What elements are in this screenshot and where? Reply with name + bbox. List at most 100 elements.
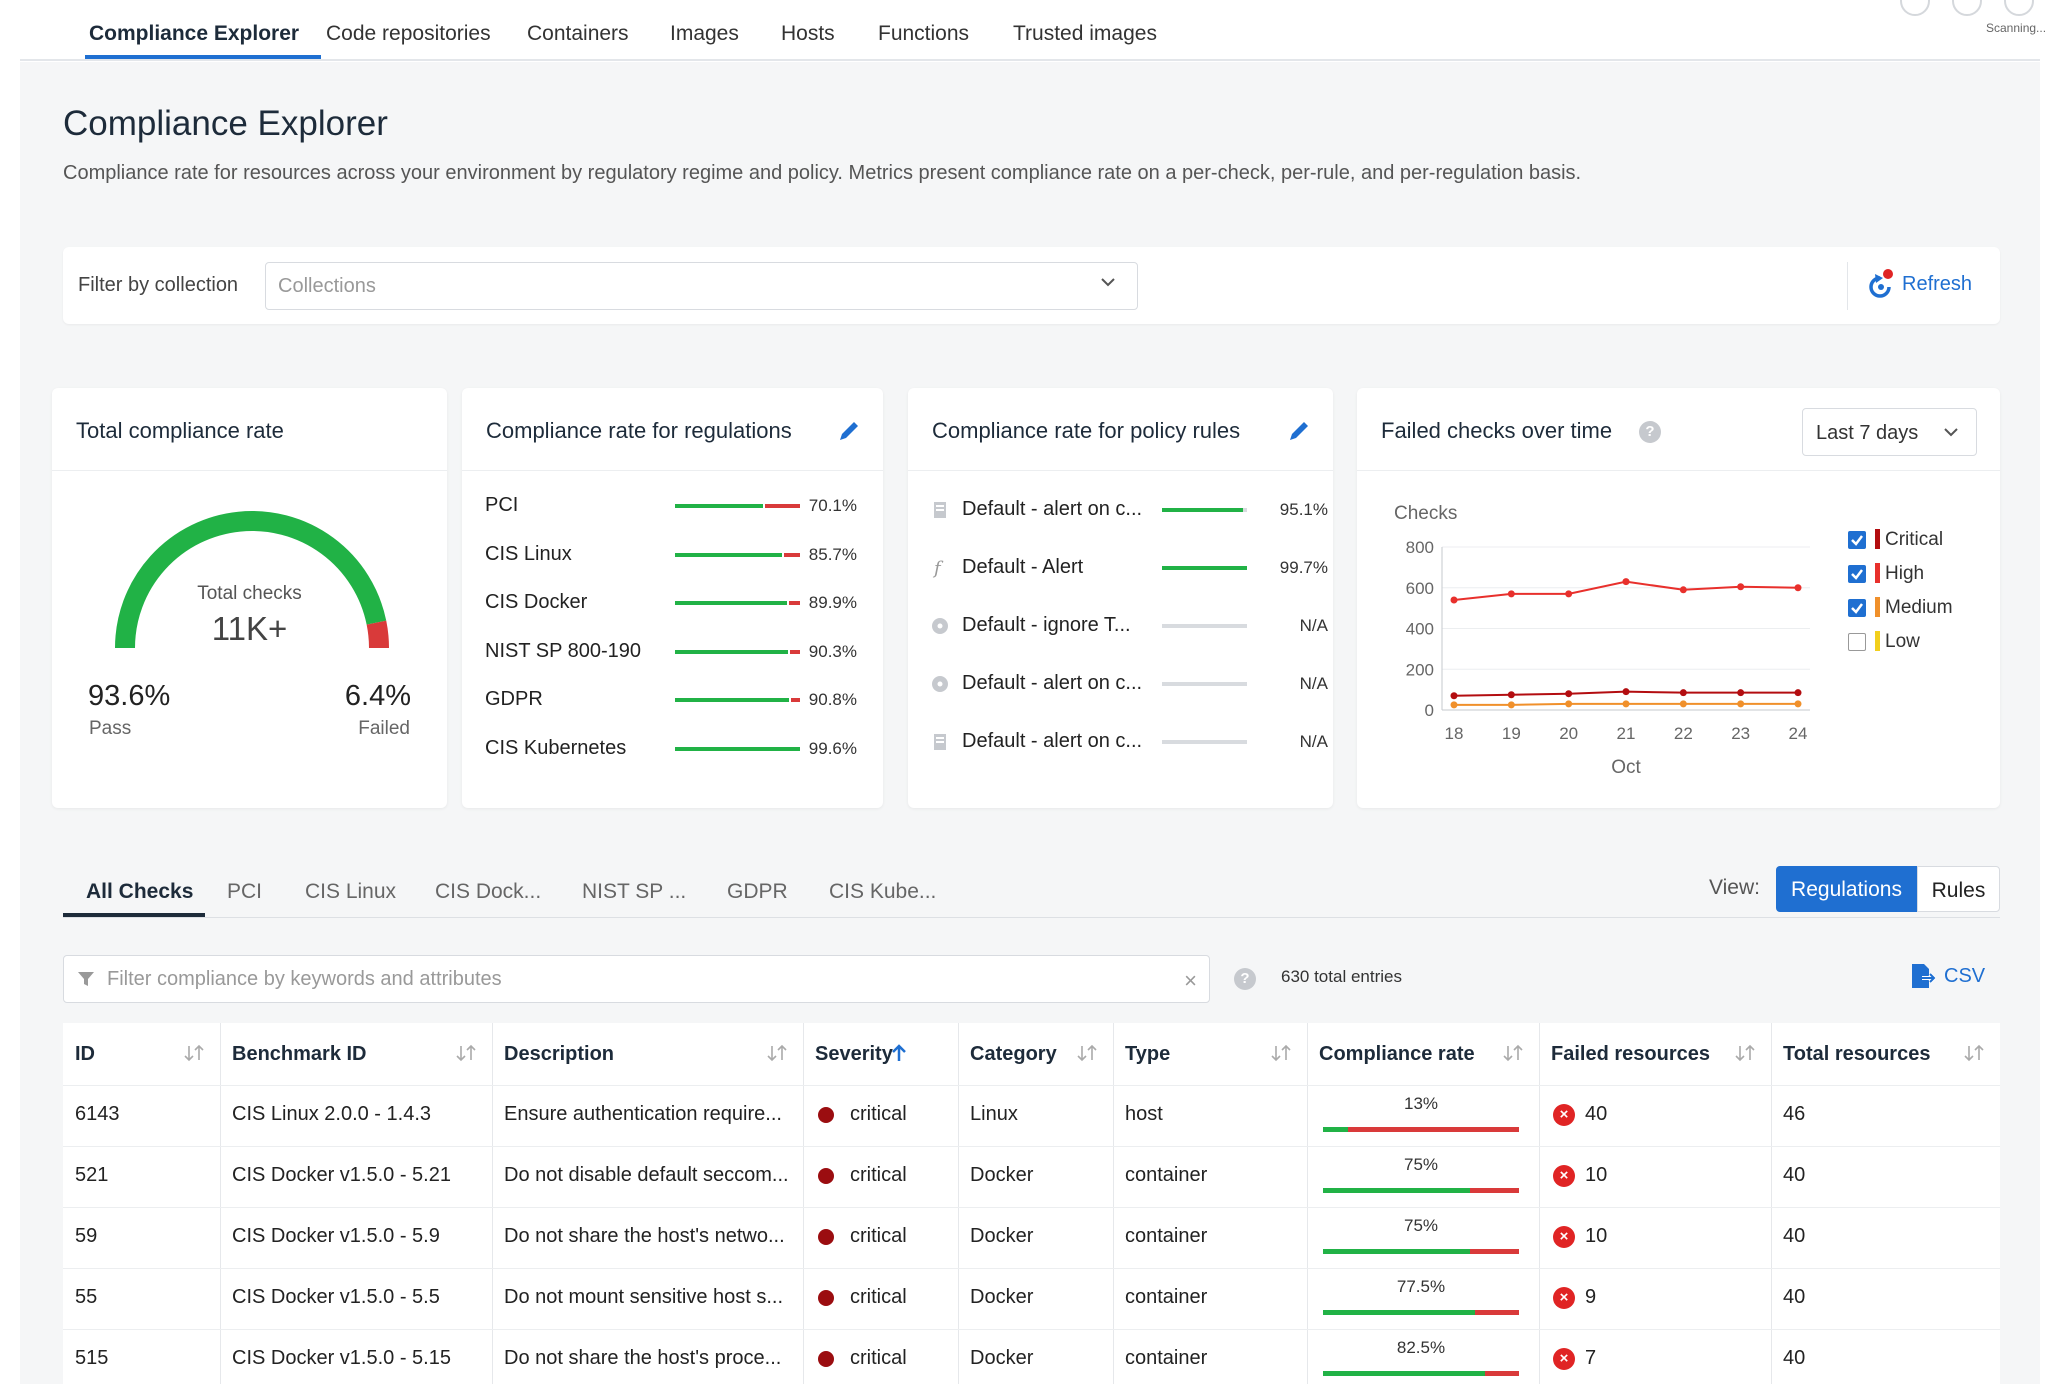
view-rules-button[interactable]: Rules: [1917, 866, 2000, 912]
regulation-name: CIS Kubernetes: [485, 736, 627, 759]
tab-trusted-images[interactable]: Trusted images: [1013, 22, 1157, 45]
tab-cis-linux[interactable]: CIS Linux: [305, 880, 397, 903]
rate-bar-fail: [789, 649, 800, 654]
help-icon[interactable]: ?: [1234, 968, 1256, 990]
sort-icon[interactable]: [1960, 1043, 1988, 1063]
tab-cis-docker[interactable]: CIS Dock...: [435, 880, 542, 903]
column-header-label: Type: [1125, 1043, 1171, 1065]
data-point-critical: [1622, 688, 1630, 696]
compliance-filter-input[interactable]: Filter compliance by keywords and attrib…: [63, 955, 1210, 1003]
sort-icon[interactable]: [452, 1043, 480, 1063]
tab-images[interactable]: Images: [670, 22, 739, 45]
divider: [462, 470, 883, 471]
compliance-rate-value: 77.5%: [1396, 1277, 1446, 1296]
data-point-medium: [1622, 700, 1630, 708]
regulation-row[interactable]: NIST SP 800-190 90.3%: [462, 637, 883, 667]
policy-rule-row[interactable]: Default - ignore T... N/A: [908, 611, 1333, 641]
header-divider: [63, 1085, 2000, 1086]
regulations-card: Compliance rate for regulations PCI 70.1%…: [462, 388, 883, 808]
data-point-medium: [1450, 701, 1458, 709]
edit-pencil-icon[interactable]: [1286, 418, 1312, 444]
rate-bar-pass: [1323, 1310, 1475, 1315]
failed-x-icon: ×: [1553, 1226, 1575, 1248]
edit-pencil-icon[interactable]: [836, 418, 862, 444]
refresh-button[interactable]: Refresh: [1866, 268, 1972, 302]
column-header-category[interactable]: Category: [958, 1023, 1113, 1085]
column-header-failed-resources[interactable]: Failed resources: [1539, 1023, 1771, 1085]
clear-filter-icon[interactable]: ×: [1184, 968, 1197, 993]
tab-all-checks[interactable]: All Checks: [86, 880, 194, 903]
checkbox-unchecked-icon[interactable]: [1848, 633, 1866, 651]
sort-ascending-icon[interactable]: [885, 1043, 913, 1063]
rate-bar-pass: [1162, 508, 1243, 512]
policy-rule-row[interactable]: Default - alert on c... N/A: [908, 727, 1333, 757]
rate-bar-pass: [1323, 1249, 1470, 1254]
help-icon[interactable]: ?: [1639, 421, 1661, 443]
column-header-benchmark-id[interactable]: Benchmark ID: [220, 1023, 492, 1085]
sort-icon[interactable]: [1073, 1043, 1101, 1063]
rate-bar-pass: [675, 552, 783, 557]
view-regulations-button[interactable]: Regulations: [1776, 866, 1917, 912]
filter-placeholder: Filter compliance by keywords and attrib…: [107, 968, 502, 990]
legend-label: Medium: [1885, 597, 1953, 618]
rate-bar-pass: [675, 746, 800, 751]
regulation-row[interactable]: CIS Linux 85.7%: [462, 540, 883, 570]
tab-containers[interactable]: Containers: [527, 22, 629, 45]
regulation-row[interactable]: PCI 70.1%: [462, 491, 883, 521]
tab-code-repositories[interactable]: Code repositories: [326, 22, 491, 45]
data-point-medium: [1794, 700, 1802, 708]
compliance-rate-value: 75%: [1403, 1216, 1439, 1235]
server-icon: [934, 734, 946, 750]
policy-rule-row[interactable]: Default - alert on c... N/A: [908, 669, 1333, 699]
column-header-type[interactable]: Type: [1113, 1023, 1307, 1085]
failed-checks-line-chart: Checks 800 600 400 200 0 18 19 20 21 22 23 24 Oct: [1394, 503, 1810, 778]
tab-hosts[interactable]: Hosts: [781, 22, 835, 45]
scanning-status: Scanning...: [1986, 21, 2047, 35]
column-header-total-resources[interactable]: Total resources: [1771, 1023, 2000, 1085]
policy-rate: 99.7%: [1279, 558, 1328, 577]
x-tick-label: 19: [1502, 724, 1521, 743]
regulation-rate: 99.6%: [808, 738, 857, 758]
csv-export-button[interactable]: CSV: [1910, 962, 1985, 992]
collections-select[interactable]: Collections: [265, 262, 1138, 310]
regulation-row[interactable]: CIS Kubernetes 99.6%: [462, 734, 883, 764]
total-compliance-card: Total compliance rate Total checks 11K+ …: [52, 388, 447, 808]
card-title: Failed checks over time: [1381, 418, 1613, 443]
sort-icon[interactable]: [180, 1043, 208, 1063]
page-description: Compliance rate for resources across you…: [63, 162, 1582, 184]
checkbox-checked-icon[interactable]: [1848, 599, 1866, 617]
sort-icon[interactable]: [1267, 1043, 1295, 1063]
rate-bar-fail: [764, 504, 800, 508]
column-header-description[interactable]: Description: [492, 1023, 803, 1085]
policy-rate: N/A: [1299, 616, 1328, 635]
tab-functions[interactable]: Functions: [878, 22, 970, 45]
data-point-medium: [1565, 700, 1573, 708]
rate-bar-pass: [1323, 1188, 1470, 1193]
total-resources: 40: [1783, 1286, 1806, 1308]
y-tick-label: 0: [1425, 701, 1434, 720]
column-header-id[interactable]: ID: [63, 1023, 220, 1085]
regulation-row[interactable]: GDPR 90.8%: [462, 685, 883, 715]
time-range-select[interactable]: Last 7 days: [1802, 408, 1977, 456]
severity-label: critical: [850, 1164, 907, 1186]
sort-icon[interactable]: [763, 1043, 791, 1063]
regulation-rate: 85.7%: [808, 544, 857, 564]
compliance-rate-bar: [1323, 1310, 1519, 1315]
tab-cis-kubernetes[interactable]: CIS Kube...: [829, 880, 937, 903]
column-header-compliance-rate[interactable]: Compliance rate: [1307, 1023, 1539, 1085]
failed-resources: 7: [1585, 1347, 1597, 1369]
policy-rule-row[interactable]: f Default - Alert 99.7%: [908, 553, 1333, 583]
sort-icon[interactable]: [1499, 1043, 1527, 1063]
column-header-label: ID: [75, 1043, 95, 1065]
checkbox-checked-icon[interactable]: [1848, 565, 1866, 583]
tab-pci[interactable]: PCI: [227, 880, 263, 903]
tab-nist[interactable]: NIST SP ...: [582, 880, 687, 903]
column-header-severity[interactable]: Severity: [803, 1023, 958, 1085]
tab-compliance-explorer[interactable]: Compliance Explorer: [89, 22, 300, 45]
policy-rule-row[interactable]: Default - alert on c... 95.1%: [908, 495, 1333, 525]
regulation-row[interactable]: CIS Docker 89.9%: [462, 588, 883, 618]
sort-icon[interactable]: [1731, 1043, 1759, 1063]
rate-bar-pass: [675, 649, 788, 654]
tab-gdpr[interactable]: GDPR: [727, 880, 788, 903]
checkbox-checked-icon[interactable]: [1848, 531, 1866, 549]
